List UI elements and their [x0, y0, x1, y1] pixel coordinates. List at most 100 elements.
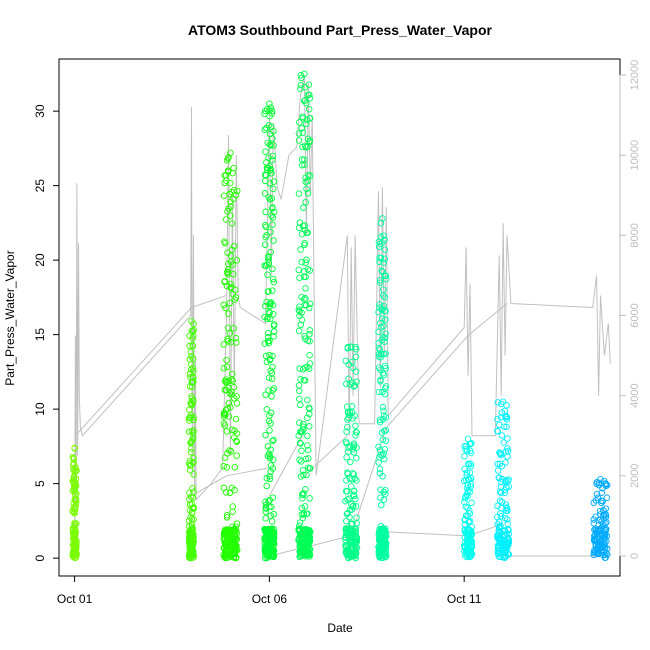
data-point: [348, 483, 355, 490]
data-point: [267, 166, 275, 173]
data-point: [603, 518, 610, 526]
data-point: [297, 428, 304, 436]
data-point: [300, 551, 308, 558]
data-point-max: [301, 70, 308, 78]
data-point: [228, 484, 236, 492]
data-point: [298, 125, 305, 132]
data-point: [229, 508, 236, 515]
data-point: [505, 538, 512, 546]
data-point: [303, 256, 310, 263]
data-point: [302, 486, 309, 493]
data-point: [265, 194, 273, 201]
data-point: [262, 107, 269, 115]
data-point: [233, 520, 241, 527]
data-point: [221, 422, 229, 429]
y-axis: 0 5 10 15 20 25 30: [33, 104, 60, 561]
data-point: [352, 345, 360, 353]
data-point: [266, 308, 273, 316]
data-point: [190, 505, 197, 512]
data-point: [262, 527, 270, 535]
data-point: [305, 365, 313, 372]
data-point: [72, 500, 80, 507]
secondary-connector-10: [386, 531, 469, 537]
data-point: [300, 204, 307, 211]
data-point: [466, 507, 473, 514]
data-point: [262, 515, 269, 522]
data-point: [267, 552, 275, 559]
data-point: [186, 495, 193, 503]
data-point: [346, 536, 353, 544]
data-point: [231, 533, 239, 540]
data-point: [300, 510, 307, 517]
data-point: [267, 468, 274, 475]
y-tick-label-3: 15: [33, 328, 47, 342]
data-point: [348, 520, 355, 528]
data-point: [344, 416, 351, 423]
data-point: [71, 510, 78, 517]
data-point: [381, 490, 389, 498]
data-point: [501, 489, 509, 496]
data-point: [186, 535, 193, 543]
data-point: [298, 511, 306, 518]
data-point: [264, 164, 272, 172]
y-tick-label-6: 30: [33, 104, 47, 118]
data-point: [262, 535, 269, 542]
data-point: [266, 475, 274, 483]
data-point: [381, 455, 388, 463]
data-point: [189, 328, 197, 335]
data-point: [267, 228, 274, 236]
data-point: [592, 527, 600, 534]
data-point: [498, 498, 506, 506]
data-point: [261, 313, 268, 321]
data-point: [262, 208, 269, 216]
data-point: [230, 270, 237, 278]
data-point: [296, 456, 303, 464]
data-point: [296, 119, 303, 126]
data-point: [222, 554, 229, 562]
data-point: [73, 490, 80, 497]
data-point: [265, 387, 272, 394]
data-point: [227, 280, 235, 288]
data-point: [299, 495, 306, 502]
data-point: [297, 246, 304, 253]
data-point: [263, 546, 270, 554]
data-point: [590, 520, 598, 527]
data-point: [268, 194, 276, 202]
data-point: [505, 526, 512, 534]
data-point: [598, 518, 605, 525]
data-point: [295, 190, 303, 197]
data-point: [344, 509, 351, 517]
data-point: [189, 342, 196, 349]
data-point: [231, 541, 239, 548]
data-point: [353, 454, 360, 462]
data-point: [230, 195, 237, 203]
data-point: [190, 367, 197, 375]
data-point: [305, 526, 313, 534]
data-point: [462, 446, 469, 453]
chart-title: ATOM3 Southbound Part_Press_Water_Vapor: [188, 22, 492, 38]
data-point: [225, 399, 233, 407]
y2-tick-label-1: 2000: [629, 464, 641, 488]
data-point: [190, 332, 197, 340]
data-point: [232, 554, 240, 562]
data-point: [226, 299, 234, 307]
data-point: [261, 190, 269, 197]
data-point-max: [71, 444, 78, 452]
data-point: [233, 187, 241, 195]
data-point: [504, 445, 511, 452]
data-point: [603, 549, 610, 557]
data-point: [270, 278, 278, 286]
data-point: [304, 414, 311, 422]
data-point: [225, 310, 232, 317]
data-point: [375, 459, 382, 466]
data-point: [233, 546, 240, 554]
data-point: [352, 353, 360, 361]
data-point: [188, 500, 196, 508]
data-point: [227, 258, 235, 265]
data-point: [379, 403, 387, 411]
data-point: [379, 239, 386, 246]
data-point: [264, 288, 272, 295]
data-point: [266, 496, 273, 504]
data-point: [380, 322, 387, 330]
data-point: [302, 295, 309, 302]
